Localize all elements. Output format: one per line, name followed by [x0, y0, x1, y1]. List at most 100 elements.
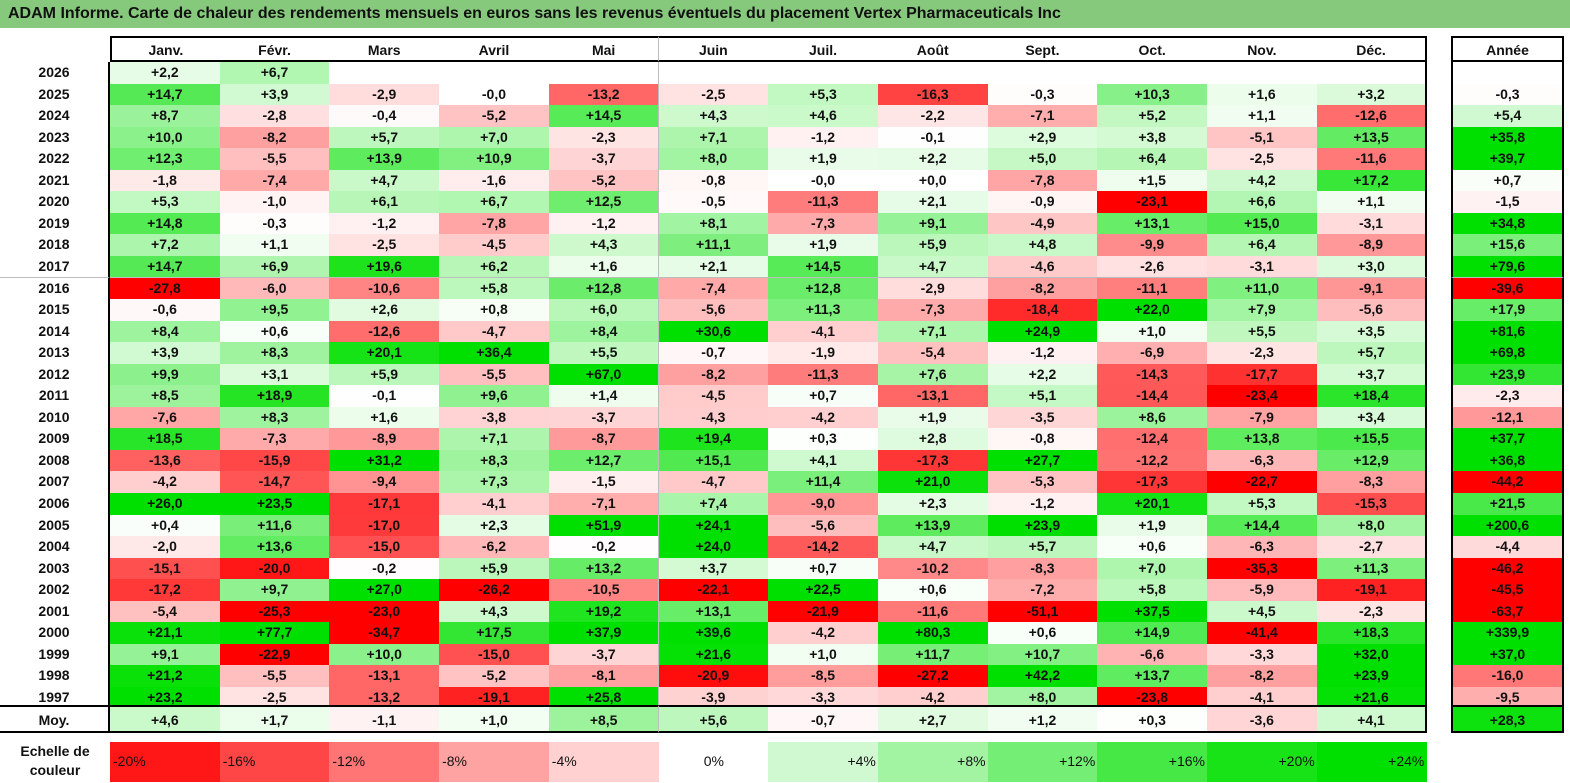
heatmap-cell: -8,1 — [548, 665, 660, 688]
heatmap-cell: -0,1 — [877, 126, 989, 150]
annual-cell: -2,3 — [1451, 385, 1564, 408]
heatmap-cell: -5,5 — [219, 148, 331, 171]
year-label: 2008 — [0, 449, 110, 473]
year-label: 2015 — [0, 299, 110, 322]
heatmap-cell: +4,3 — [658, 105, 770, 128]
heatmap-cell: -5,5 — [439, 363, 550, 387]
heatmap-cell: -8,5 — [768, 665, 879, 688]
heatmap-cell: -35,3 — [1207, 557, 1318, 581]
heatmap-cell: +21,6 — [1316, 686, 1428, 710]
heatmap-cell: -3,5 — [987, 406, 1099, 430]
heatmap-cell: -3,8 — [439, 406, 550, 430]
heatmap-cell: +5,7 — [329, 126, 441, 150]
heatmap-cell: -4,1 — [439, 493, 550, 516]
heatmap-cell: +3,7 — [658, 557, 770, 581]
year-label: 2026 — [0, 62, 110, 85]
heatmap-cell: -7,3 — [219, 428, 331, 451]
average-cell: +8,5 — [548, 705, 660, 733]
heatmap-cell: +19,4 — [658, 428, 770, 451]
heatmap-cell: -4,1 — [1207, 686, 1318, 710]
heatmap-cell: +10,7 — [987, 643, 1099, 667]
annual-cell: +69,8 — [1451, 342, 1564, 365]
heatmap-cell: -9,0 — [768, 493, 879, 516]
heatmap-cell: +51,9 — [548, 514, 660, 538]
heatmap-cell — [658, 62, 770, 85]
average-cell: -3,6 — [1207, 705, 1318, 733]
year-label: 2009 — [0, 428, 110, 451]
heatmap-cell: +5,2 — [1097, 105, 1208, 128]
heatmap-cell: -8,2 — [987, 277, 1099, 301]
color-scale-swatch: +16% — [1097, 742, 1208, 782]
annual-cell: +36,8 — [1451, 449, 1564, 473]
heatmap-cell: +2,6 — [329, 299, 441, 322]
heatmap-cell: +26,0 — [110, 493, 221, 516]
heatmap-cell: +2,2 — [987, 363, 1099, 387]
heatmap-cell: -1,0 — [219, 191, 331, 214]
heatmap-cell: +20,1 — [1097, 493, 1208, 516]
heatmap-cell: -2,0 — [110, 536, 221, 559]
heatmap-cell: +13,8 — [1207, 428, 1318, 451]
average-cell: -0,7 — [768, 705, 879, 733]
year-label: 2000 — [0, 622, 110, 645]
heatmap-cell: -13,2 — [548, 83, 660, 107]
heatmap-cell: +10,0 — [329, 643, 441, 667]
heatmap-cell: +8,1 — [658, 212, 770, 236]
heatmap-cell: -8,2 — [658, 363, 770, 387]
heatmap-cell: -7,8 — [987, 169, 1099, 193]
heatmap-cell: -1,2 — [987, 493, 1099, 516]
heatmap-cell: -11,1 — [1097, 277, 1208, 301]
heatmap-cell: +7,0 — [1097, 557, 1208, 581]
heatmap-cell: +2,3 — [877, 493, 989, 516]
average-cell: +1,2 — [987, 705, 1099, 733]
heatmap-cell: +5,3 — [1207, 493, 1318, 516]
year-label: 2025 — [0, 83, 110, 107]
heatmap-cell: -1,6 — [439, 169, 550, 193]
heatmap-cell: +1,9 — [768, 234, 879, 257]
heatmap-cell: -6,9 — [1097, 342, 1208, 365]
heatmap-cell: -0,9 — [987, 191, 1099, 214]
heatmap-cell: +4,6 — [768, 105, 879, 128]
annual-cell: -63,7 — [1451, 600, 1564, 624]
heatmap-cell: -8,2 — [219, 126, 331, 150]
heatmap-cell: +15,0 — [1207, 212, 1318, 236]
color-scale-label-line2: couleur — [29, 762, 81, 778]
heatmap-cell: -0,5 — [658, 191, 770, 214]
heatmap-cell: -15,0 — [329, 536, 441, 559]
heatmap-cell: -2,3 — [1207, 342, 1318, 365]
heatmap-cell: -17,2 — [110, 579, 221, 602]
annual-cell: -1,5 — [1451, 191, 1564, 214]
heatmap-cell: -17,3 — [877, 449, 989, 473]
color-scale-swatch: -20% — [110, 742, 221, 782]
heatmap-cell: -10,6 — [329, 277, 441, 301]
column-header-1: Janv. — [110, 36, 221, 62]
heatmap-cell: +13,5 — [1316, 126, 1428, 150]
heatmap-cell: +23,9 — [987, 514, 1099, 538]
heatmap-cell: +0,7 — [768, 557, 879, 581]
heatmap-cell: -27,8 — [110, 277, 221, 301]
color-scale-swatch: -8% — [439, 742, 550, 782]
heatmap-cell: -4,7 — [658, 471, 770, 494]
heatmap-cell: +24,9 — [987, 320, 1099, 344]
heatmap-cell: +37,5 — [1097, 600, 1208, 624]
heatmap-cell: -13,1 — [877, 385, 989, 408]
annual-header: Année — [1451, 36, 1564, 62]
annual-cell: +23,9 — [1451, 363, 1564, 387]
heatmap-cell: -17,3 — [1097, 471, 1208, 494]
annual-cell: -16,0 — [1451, 665, 1564, 688]
annual-cell: +15,6 — [1451, 234, 1564, 257]
heatmap-cell: +12,8 — [768, 277, 879, 301]
heatmap-cell: +17,2 — [1316, 169, 1428, 193]
year-label: 2013 — [0, 342, 110, 365]
heatmap-cell: +8,4 — [110, 320, 221, 344]
heatmap-cell: -41,4 — [1207, 622, 1318, 645]
heatmap-cell: -7,3 — [877, 299, 989, 322]
heatmap-cell: -22,1 — [658, 579, 770, 602]
heatmap-cell: +21,6 — [658, 643, 770, 667]
heatmap-cell — [1097, 62, 1208, 85]
heatmap-cell: +1,0 — [768, 643, 879, 667]
heatmap-cell: +77,7 — [219, 622, 331, 645]
heatmap-cell: -21,9 — [768, 600, 879, 624]
heatmap-cell: +0,6 — [987, 622, 1099, 645]
column-header-6: Juin — [658, 36, 770, 62]
annual-cell: +21,5 — [1451, 493, 1564, 516]
